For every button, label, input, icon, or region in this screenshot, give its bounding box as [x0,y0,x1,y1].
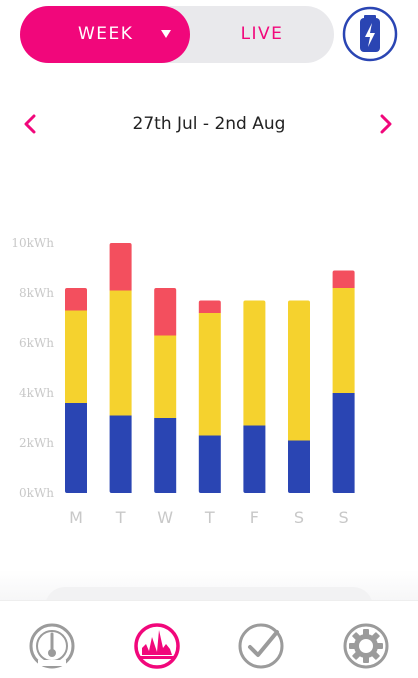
usage-chart-icon [134,623,180,669]
period-toggle: WEEK LIVE [20,6,334,63]
live-option[interactable]: LIVE [240,24,284,44]
bottom-tab-bar [0,600,418,678]
battery-button[interactable] [342,6,398,62]
check-circle-icon [238,623,284,669]
chevron-left-icon [24,114,36,134]
bar-segment [109,290,132,416]
week-option[interactable]: WEEK [20,6,190,63]
weekly-energy-chart: 0kWh 2kWh 4kWh 6kWh 8kWh 10kWh M T W T F S S [11,236,355,527]
x-tick-label: F [250,508,259,527]
settings-gear-icon [343,623,389,669]
bar-segment [198,300,221,313]
week-label: WEEK [78,24,134,44]
bar-segment [288,300,310,441]
tab-dashboard[interactable] [28,622,76,670]
x-tick-label: T [204,508,215,527]
bar-segment [154,335,177,418]
prev-week-button[interactable] [20,113,40,135]
tab-settings[interactable] [342,622,390,670]
y-tick-label: 6kWh [19,336,54,350]
x-tick-label: W [157,508,173,527]
bar-segment [198,435,221,493]
bar-segment [109,415,132,493]
x-tick-label: T [115,508,126,527]
dropdown-caret-icon [161,30,171,38]
bar-segment [65,403,87,493]
x-tick-label: S [339,508,349,527]
date-range-label: 27th Jul - 2nd Aug [132,114,286,134]
battery-charging-icon [342,6,398,62]
bar-segment [332,288,355,393]
bar-segment [243,300,266,426]
gauge-icon [29,623,75,669]
y-tick-label: 2kWh [19,436,54,450]
bar-segment [65,288,87,311]
tab-tasks[interactable] [237,622,285,670]
bar-segment [288,440,310,493]
bar-segment [65,310,87,403]
next-week-button[interactable] [376,113,396,135]
y-tick-label: 10kWh [11,236,54,250]
bar-segment [198,313,221,436]
x-tick-label: M [69,508,83,527]
bar-segment [332,270,355,288]
bar-segment [154,418,177,493]
y-tick-label: 8kWh [19,286,54,300]
bar-segment [332,393,355,493]
x-tick-label: S [294,508,304,527]
y-tick-label: 0kWh [19,486,54,500]
bar-segment [154,288,177,336]
bar-segment [243,425,266,493]
bar-segment [109,243,132,291]
chevron-right-icon [380,114,392,134]
y-tick-label: 4kWh [19,386,54,400]
tab-usage[interactable] [133,622,181,670]
